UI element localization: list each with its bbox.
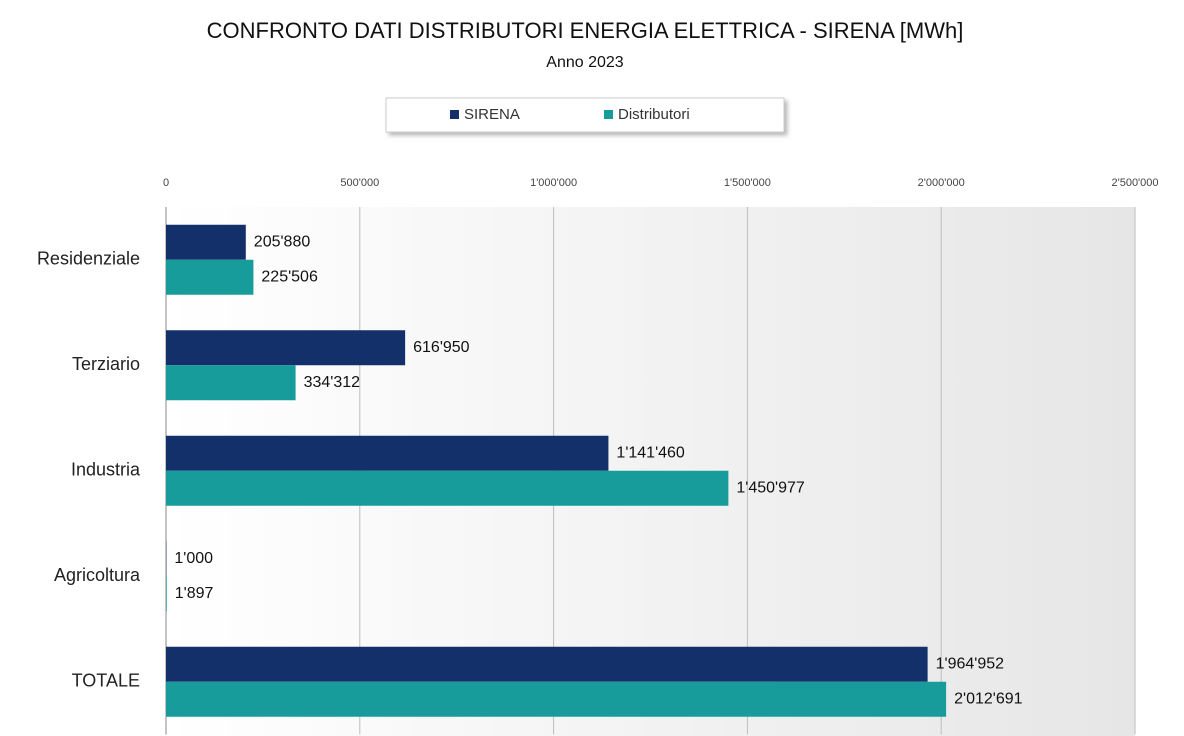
data-label: 1'964'952	[936, 655, 1005, 672]
x-tick-label: 2'500'000	[1111, 177, 1158, 189]
bar	[166, 365, 296, 401]
data-label: 2'012'691	[954, 690, 1023, 707]
x-tick-label: 0	[163, 177, 169, 189]
data-label: 1'000	[174, 550, 213, 567]
data-label: 1'141'460	[616, 444, 685, 461]
x-tick-label: 2'000'000	[918, 177, 965, 189]
data-label: 1'450'977	[736, 479, 805, 496]
bar	[166, 681, 947, 717]
data-label: 205'880	[254, 233, 311, 250]
legend-label: SIRENA	[464, 106, 520, 123]
x-tick-label: 1'000'000	[530, 177, 577, 189]
chart-subtitle: Anno 2023	[546, 54, 624, 71]
y-tick-label: TOTALE	[72, 671, 140, 691]
legend-label: Distributori	[618, 106, 690, 123]
legend-swatch	[604, 110, 613, 119]
bar	[166, 646, 928, 682]
bar	[166, 224, 246, 260]
data-label: 616'950	[413, 339, 470, 356]
bar	[166, 259, 254, 295]
bar	[166, 435, 609, 471]
legend-box	[385, 97, 785, 133]
bar	[166, 576, 167, 612]
x-tick-label: 1'500'000	[724, 177, 771, 189]
bar	[166, 470, 729, 506]
y-tick-label: Industria	[71, 460, 141, 480]
y-tick-label: Terziario	[72, 354, 140, 374]
legend-swatch	[450, 110, 459, 119]
data-label: 225'506	[261, 268, 318, 285]
data-label: 334'312	[304, 374, 361, 391]
bar	[166, 330, 406, 366]
y-tick-label: Residenziale	[37, 249, 140, 269]
chart-title: CONFRONTO DATI DISTRIBUTORI ENERGIA ELET…	[207, 18, 964, 43]
y-tick-label: Agricoltura	[54, 565, 141, 585]
x-tick-label: 500'000	[340, 177, 379, 189]
data-label: 1'897	[175, 585, 214, 602]
